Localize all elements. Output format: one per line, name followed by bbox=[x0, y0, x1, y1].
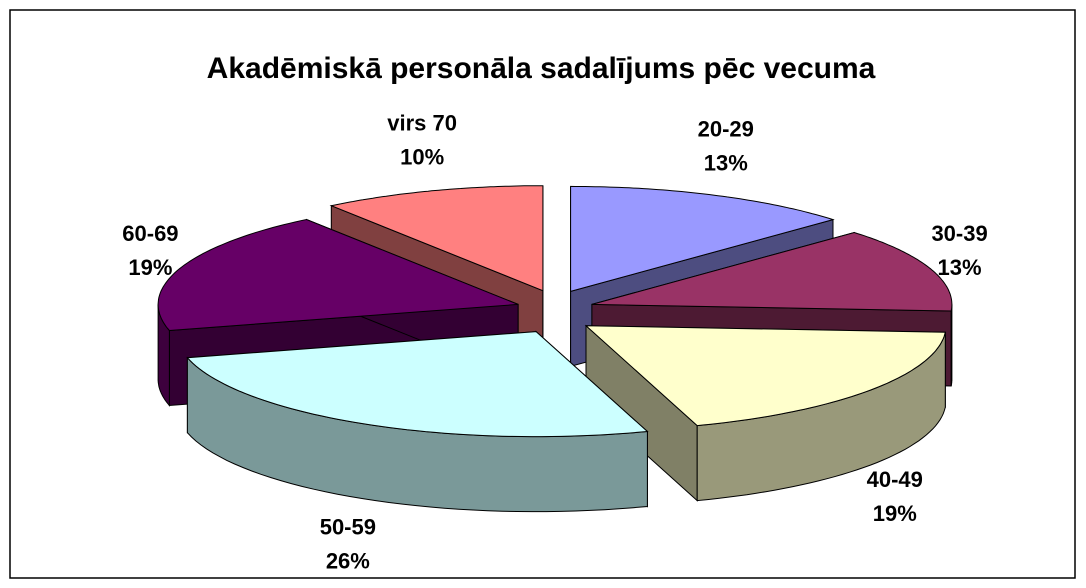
slice-label: 60-69 bbox=[122, 221, 178, 246]
slice-top bbox=[186, 331, 649, 438]
slice-wall bbox=[950, 304, 953, 386]
slice-value-label: 13% bbox=[704, 151, 748, 176]
slice-top bbox=[584, 325, 946, 427]
slice-value-label: 19% bbox=[128, 255, 172, 280]
slice-label: 50-59 bbox=[320, 515, 376, 540]
slice-label: 20-29 bbox=[698, 117, 754, 142]
slice bbox=[584, 324, 946, 502]
slice-top bbox=[157, 218, 519, 332]
slice-top bbox=[570, 185, 835, 293]
slice-top bbox=[329, 185, 544, 292]
slice-top bbox=[591, 231, 953, 312]
slice-label: 30-39 bbox=[931, 221, 987, 246]
chart-title: Akadēmiskā personāla sadalījums pēc vecu… bbox=[207, 52, 876, 85]
slice-label: virs 70 bbox=[387, 111, 457, 136]
slice-value-label: 10% bbox=[400, 145, 444, 170]
slice-value-label: 13% bbox=[938, 255, 982, 280]
slice-value-label: 26% bbox=[326, 549, 370, 574]
slice bbox=[186, 330, 649, 513]
slice-value-label: 19% bbox=[873, 501, 917, 526]
slice-label: 40-49 bbox=[867, 467, 923, 492]
